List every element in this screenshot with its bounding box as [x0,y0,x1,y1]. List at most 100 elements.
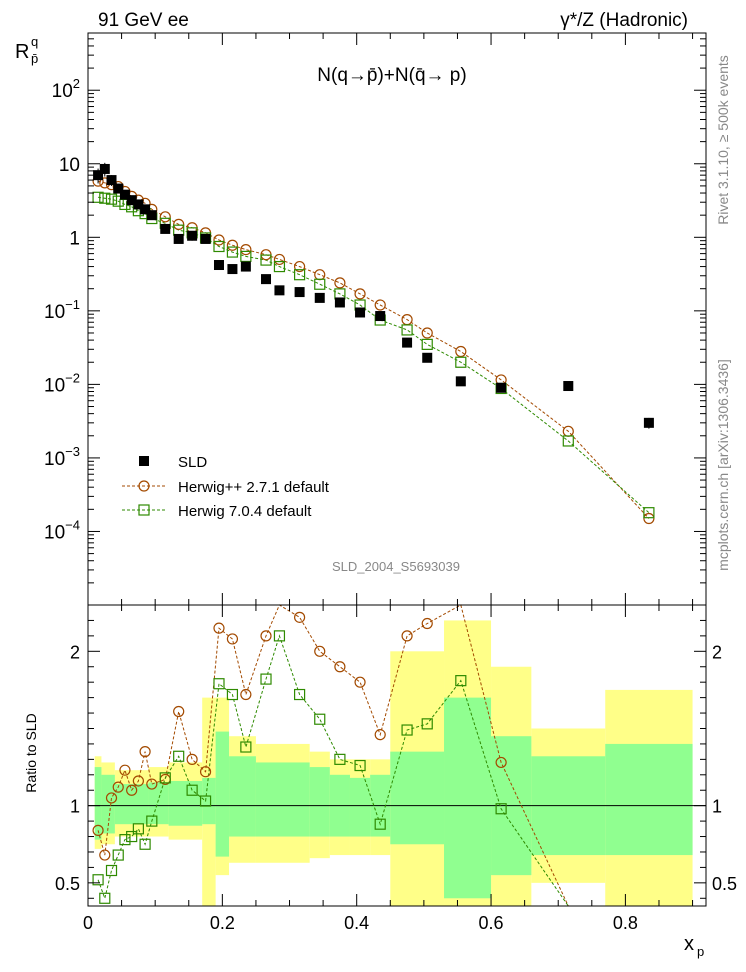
h27-ratio-point [112,781,124,793]
h70-ratio-point [146,815,158,827]
h70-main-point [105,193,118,205]
h27-ratio-point [240,688,252,701]
sld-point [314,292,325,303]
ratio-band-inner [202,777,216,825]
y-axis-label: R q p̄ [15,34,38,66]
ratio-band-inner [215,731,230,857]
h27-ratio-point [105,792,118,804]
h70-main-point [260,254,272,266]
y-tick-label: 10−3 [44,444,80,470]
ratio-band-inner [255,762,310,837]
h70-ratio-point [401,724,413,736]
h70-main-point [99,192,111,204]
h70-ratio-point [354,759,366,772]
h27-main-point [421,327,433,339]
ratio-y-tick-label-right: 0.5 [712,874,737,894]
h70-ratio-point [455,675,467,687]
sld-point [119,189,130,200]
h27-ratio-point [146,778,158,790]
sld-point [133,199,144,210]
h27-ratio-point [293,611,306,623]
sld-point [200,233,211,244]
ratio-frame [87,604,707,907]
h27-main-line [97,180,650,519]
legend-h70-label: Herwig 7.0.4 default [178,503,312,520]
h70-ratio-point [173,750,185,762]
sld-point [261,274,272,285]
h70-ratio-point [374,818,386,830]
h70-ratio-point [314,713,326,725]
ratio-y-tick-label-left: 0.5 [55,874,80,894]
x-tick-label: 0 [83,913,93,933]
h70-main-point [273,260,286,273]
h27-ratio-point [199,766,212,778]
sld-point [99,163,110,174]
h27-ratio-point [260,630,272,642]
ratio-y-label: Ratio to SLD [23,713,39,792]
sld-point [496,382,507,393]
h27-ratio-point [354,676,366,688]
ratio-band-inner [390,751,445,845]
sld-point [213,260,224,271]
sld-point [126,195,137,206]
h27-ratio-point [186,753,198,765]
h70-main-point [112,195,124,207]
h70-main-point [92,191,104,203]
sld-point [563,381,574,392]
h70-main-point [213,240,225,253]
h70-main-point [293,269,306,281]
h27-main-point [159,211,171,223]
ratio-y-tick-label-left: 2 [70,642,80,662]
x-tick-label: 0.8 [613,913,638,933]
h70-ratio-point [495,803,507,815]
data-series [92,162,655,907]
header-right: γ*/Z (Hadronic) [560,10,688,31]
h27-ratio-point [334,661,346,673]
h27-ratio-point [132,775,144,787]
h27-main-point [226,239,239,251]
h70-ratio-point [112,849,124,861]
sld-point [106,175,117,186]
x-label-main: x [684,933,694,955]
h70-main-point [314,278,326,290]
x-tick-label: 0.6 [479,913,504,933]
y-label-sup: q [31,34,38,49]
watermark: SLD_2004_S5693039 [332,559,460,574]
h27-main-point [374,299,386,311]
legend: SLD Herwig++ 2.7.1 default Herwig 7.0.4 … [122,454,330,520]
h27-ratio-point [401,630,413,642]
h70-ratio-point [293,688,306,701]
ratio-band-inner [148,782,169,825]
h70-ratio-point [119,834,131,846]
h70-ratio-point [421,718,433,730]
ratio-band-inner [444,697,492,899]
ratio-band-inner [309,767,330,837]
h27-ratio-point [213,622,225,634]
h70-ratio-point [92,874,104,886]
sld-point [146,210,157,221]
h27-main-point [240,244,252,256]
h27-ratio-point [421,617,433,630]
h27-ratio-line [97,604,649,907]
h27-main-point [213,234,225,246]
y-tick-label: 10−4 [44,517,80,543]
h70-main-point [643,507,655,519]
ratio-band-inner [605,743,693,856]
sld-point [455,376,466,387]
h27-ratio-point [495,756,507,769]
sld-point [173,233,184,244]
header-left: 91 GeV ee [98,10,189,31]
h70-ratio-point [213,678,225,690]
ratio-band-inner [101,774,115,834]
x-tick-label: 0.2 [210,913,235,933]
h70-ratio-point [226,688,239,701]
ratio-band-inner [94,767,102,840]
y-label-main: R [15,41,29,63]
h70-main-point [240,250,252,262]
h27-main-point [354,288,366,300]
h70-main-point [226,246,239,258]
y-tick-label: 1 [69,228,80,249]
h70-main-point [455,356,467,368]
h70-ratio-point [132,823,144,835]
